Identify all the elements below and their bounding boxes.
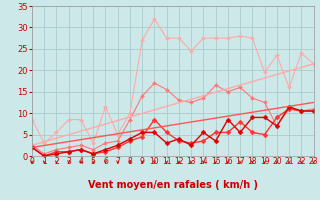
X-axis label: Vent moyen/en rafales ( km/h ): Vent moyen/en rafales ( km/h ) <box>88 180 258 190</box>
